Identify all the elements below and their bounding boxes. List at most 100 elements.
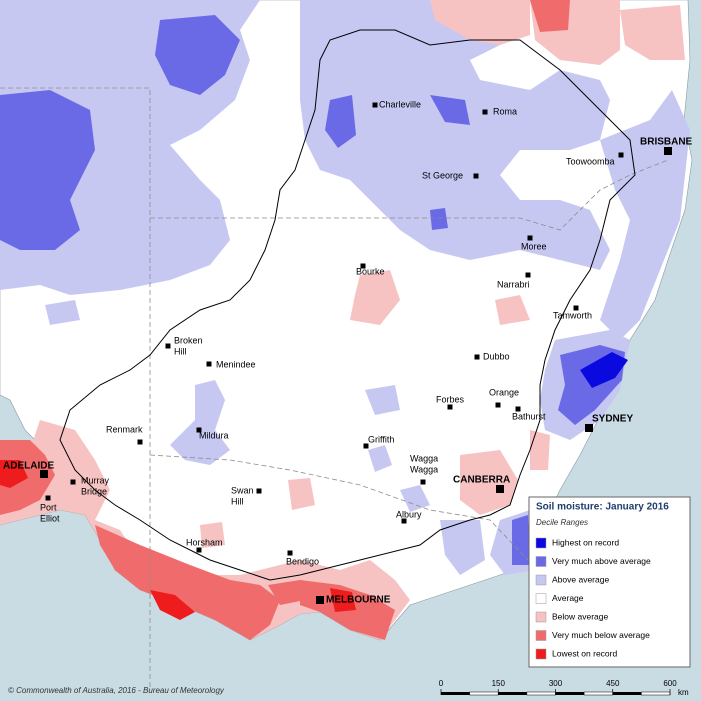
town-label: MELBOURNE [326, 595, 391, 606]
town-label: Wagga [410, 453, 438, 463]
state-borders [0, 87, 669, 690]
town-marker [372, 102, 378, 108]
legend-label: Below average [552, 611, 609, 621]
town-marker [420, 479, 426, 485]
town-label: Broken [174, 335, 203, 345]
town-marker [196, 427, 202, 433]
credit: © Commonwealth of Australia, 2016 - Bure… [8, 686, 225, 695]
legend-title: Soil moisture: January 2016 [536, 502, 669, 513]
town-label: Dubbo [483, 351, 510, 361]
town-label: ADELAIDE [3, 461, 54, 472]
town-label: St George [422, 170, 463, 180]
town-marker [525, 272, 531, 278]
legend-swatch [535, 537, 547, 549]
town-label: Albury [396, 509, 422, 519]
town-marker [206, 361, 212, 367]
legend-label: Highest on record [552, 537, 619, 547]
town-label: Bendigo [286, 556, 319, 566]
town-marker [196, 547, 202, 553]
scale-segment [498, 692, 527, 695]
town-label: Swan [231, 485, 254, 495]
town-marker [360, 263, 366, 269]
legend-swatch [535, 648, 547, 660]
town-marker [70, 479, 76, 485]
town-label: Murray [81, 475, 110, 485]
legend-swatch [535, 630, 547, 641]
legend-label: Very much below average [552, 630, 650, 640]
legend-label: Lowest on record [552, 648, 617, 658]
town-label: Narrabri [497, 279, 530, 289]
town-marker [256, 488, 262, 494]
town-marker [527, 235, 533, 241]
town-label: Elliot [40, 513, 60, 523]
town-marker [316, 596, 324, 604]
town-marker [585, 424, 593, 432]
town-label: BRISBANE [640, 137, 693, 148]
town-label: Roma [493, 106, 517, 116]
town-label: Hill [174, 346, 187, 356]
town-marker [363, 443, 369, 449]
scale-segment [555, 692, 585, 695]
town-marker [664, 147, 672, 155]
town-label: Port [40, 502, 57, 512]
town-marker [401, 518, 407, 524]
highest-area [580, 352, 628, 388]
town-marker [137, 439, 143, 445]
scale-label: 450 [606, 679, 620, 688]
town-label: CANBERRA [453, 475, 510, 486]
towns: Charleville Roma BRISBANE Toowoomba St Georg… [3, 99, 693, 605]
legend-label: Very much above average [552, 556, 651, 566]
legend-swatch [535, 593, 547, 604]
town-label: Renmark [106, 424, 143, 434]
town-marker [165, 343, 171, 349]
town-label: Mildura [199, 430, 229, 440]
town-marker [473, 173, 479, 179]
scale-segment [526, 691, 556, 696]
scale-segment [583, 691, 613, 696]
town-label: Menindee [216, 359, 256, 369]
scale-label: 600 [663, 679, 677, 688]
town-label: Charleville [379, 99, 421, 109]
scale-segment [641, 691, 671, 696]
legend-subtitle: Decile Ranges [536, 518, 588, 527]
scale-segment [469, 691, 499, 696]
town-label: Forbes [436, 394, 465, 404]
town-marker [496, 485, 504, 493]
town-label: Moree [521, 241, 547, 251]
town-label: SYDNEY [592, 414, 633, 425]
legend-label: Average [552, 593, 584, 603]
legend-label: Above average [552, 574, 609, 584]
basin-outline [59, 29, 636, 581]
town-marker [482, 109, 488, 115]
town-label: Orange [489, 387, 519, 397]
legend-swatch [535, 611, 547, 623]
scale-segment [612, 692, 642, 695]
scale-label: 150 [492, 679, 506, 688]
town-label: Tamworth [553, 310, 592, 320]
legend-box [528, 496, 691, 668]
town-label: Hill [231, 496, 244, 506]
town-label: Horsham [186, 537, 223, 547]
town-marker [45, 495, 51, 501]
town-marker [40, 470, 48, 478]
town-label: Bourke [356, 266, 385, 276]
town-label: Bridge [81, 486, 107, 496]
town-marker [515, 406, 521, 412]
scale-segment [441, 692, 470, 695]
town-label: Bathurst [512, 411, 546, 421]
town-marker [618, 152, 624, 158]
town-label: Wagga [410, 464, 438, 474]
legend-swatch [535, 556, 547, 567]
town-marker [447, 404, 453, 410]
town-marker [495, 402, 501, 408]
scale-label: 0 [439, 679, 444, 688]
town-marker [573, 305, 579, 311]
town-marker [474, 354, 480, 360]
scale-label: 300 [549, 679, 563, 688]
scale-unit: km [678, 688, 689, 697]
legend-swatch [535, 574, 547, 586]
legend-items: Highest on record Very much above average… [535, 537, 651, 660]
town-label: Griffith [368, 434, 394, 444]
